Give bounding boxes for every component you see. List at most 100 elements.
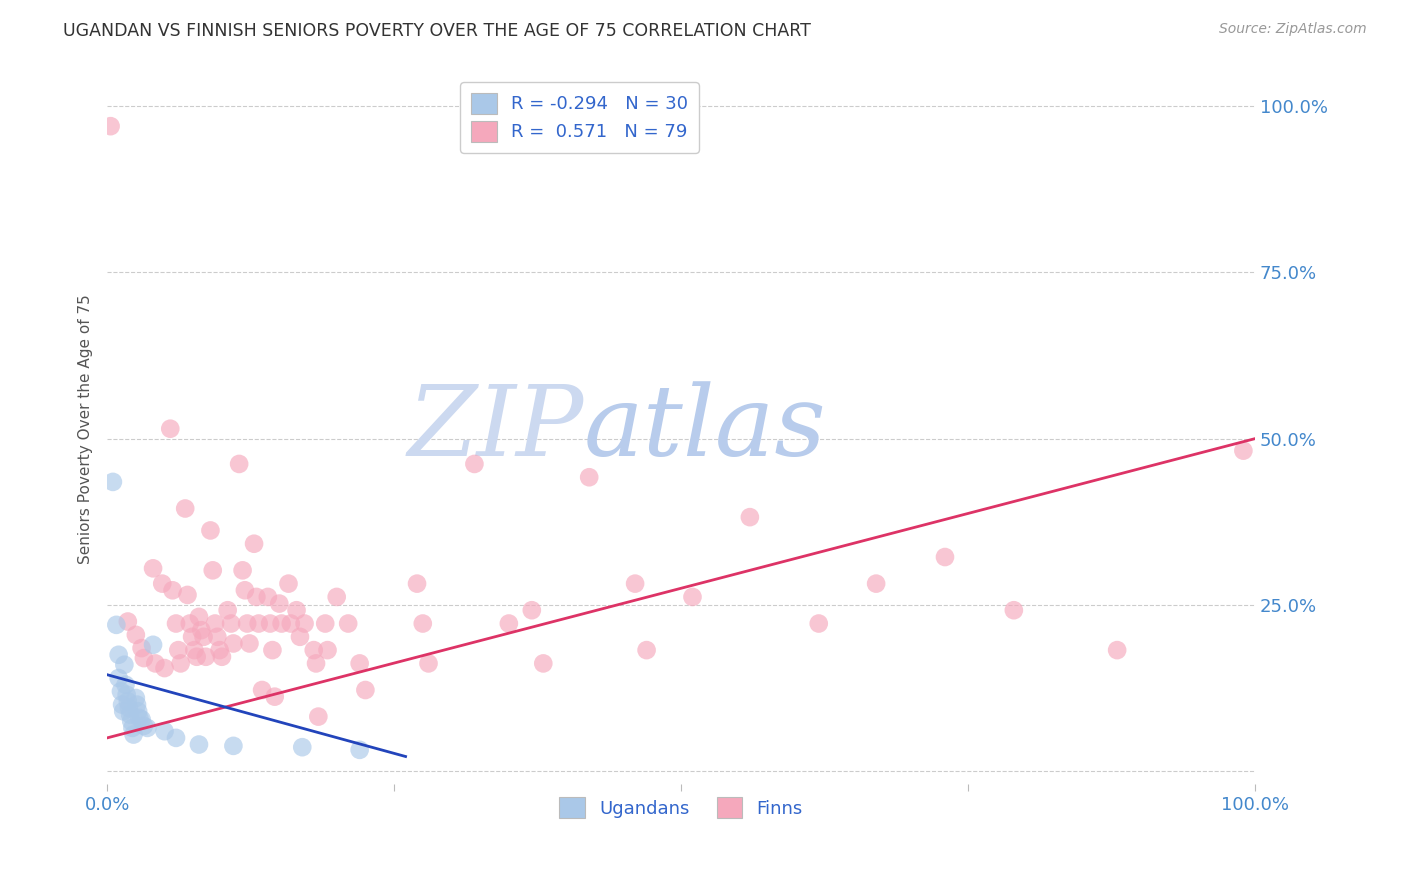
Point	[222, 636, 245, 650]
Point	[204, 616, 226, 631]
Point	[179, 616, 201, 631]
Point	[136, 721, 159, 735]
Point	[305, 657, 328, 671]
Point	[117, 615, 139, 629]
Point	[107, 671, 129, 685]
Point	[121, 721, 143, 735]
Point	[181, 630, 204, 644]
Point	[142, 638, 165, 652]
Point	[228, 457, 250, 471]
Point	[112, 657, 135, 672]
Point	[132, 719, 155, 733]
Point	[531, 657, 554, 671]
Point	[110, 684, 132, 698]
Point	[245, 590, 267, 604]
Point	[280, 616, 302, 631]
Point	[188, 610, 211, 624]
Point	[111, 698, 134, 712]
Point	[219, 616, 242, 631]
Point	[349, 743, 371, 757]
Point	[105, 618, 128, 632]
Point	[169, 657, 191, 671]
Point	[165, 616, 187, 631]
Point	[193, 630, 215, 644]
Point	[354, 683, 377, 698]
Point	[1002, 603, 1025, 617]
Point	[498, 616, 520, 631]
Point	[406, 576, 429, 591]
Legend: Ugandans, Finns: Ugandans, Finns	[553, 790, 810, 825]
Point	[262, 643, 284, 657]
Point	[183, 643, 205, 657]
Point	[247, 616, 270, 631]
Point	[269, 597, 291, 611]
Point	[200, 524, 222, 538]
Point	[186, 649, 208, 664]
Point	[233, 583, 256, 598]
Point	[232, 563, 254, 577]
Point	[259, 616, 281, 631]
Point	[190, 623, 212, 637]
Point	[131, 641, 153, 656]
Point	[167, 643, 190, 657]
Point	[188, 738, 211, 752]
Point	[125, 691, 148, 706]
Point	[285, 603, 308, 617]
Point	[208, 643, 231, 657]
Point	[865, 576, 887, 591]
Point	[291, 740, 314, 755]
Point	[120, 714, 142, 729]
Point	[325, 590, 347, 604]
Point	[100, 119, 122, 133]
Point	[934, 549, 956, 564]
Point	[294, 616, 316, 631]
Point	[201, 563, 224, 577]
Point	[1107, 643, 1129, 657]
Point	[131, 712, 153, 726]
Y-axis label: Seniors Poverty Over the Age of 75: Seniors Poverty Over the Age of 75	[79, 293, 93, 564]
Point	[115, 688, 138, 702]
Point	[150, 576, 173, 591]
Point	[125, 628, 148, 642]
Point	[316, 643, 339, 657]
Point	[125, 698, 148, 712]
Point	[122, 727, 145, 741]
Point	[142, 561, 165, 575]
Point	[337, 616, 360, 631]
Point	[412, 616, 434, 631]
Point	[176, 588, 198, 602]
Text: ZIP: ZIP	[408, 381, 583, 476]
Point	[349, 657, 371, 671]
Point	[174, 501, 197, 516]
Point	[128, 711, 150, 725]
Text: UGANDAN VS FINNISH SENIORS POVERTY OVER THE AGE OF 75 CORRELATION CHART: UGANDAN VS FINNISH SENIORS POVERTY OVER …	[63, 22, 811, 40]
Point	[636, 643, 658, 657]
Point	[288, 630, 311, 644]
Point	[238, 636, 260, 650]
Point	[624, 576, 647, 591]
Point	[243, 537, 266, 551]
Point	[307, 709, 329, 723]
Point	[520, 603, 543, 617]
Point	[217, 603, 239, 617]
Point	[194, 649, 217, 664]
Point	[738, 510, 761, 524]
Point	[101, 475, 124, 489]
Point	[578, 470, 600, 484]
Point	[277, 576, 299, 591]
Point	[127, 704, 149, 718]
Point	[256, 590, 278, 604]
Point	[159, 422, 181, 436]
Point	[263, 690, 285, 704]
Point	[302, 643, 325, 657]
Point	[807, 616, 830, 631]
Point	[222, 739, 245, 753]
Point	[463, 457, 485, 471]
Point	[682, 590, 704, 604]
Point	[250, 683, 273, 698]
Point	[153, 724, 176, 739]
Text: Source: ZipAtlas.com: Source: ZipAtlas.com	[1219, 22, 1367, 37]
Point	[418, 657, 440, 671]
Point	[211, 649, 233, 664]
Point	[118, 701, 141, 715]
